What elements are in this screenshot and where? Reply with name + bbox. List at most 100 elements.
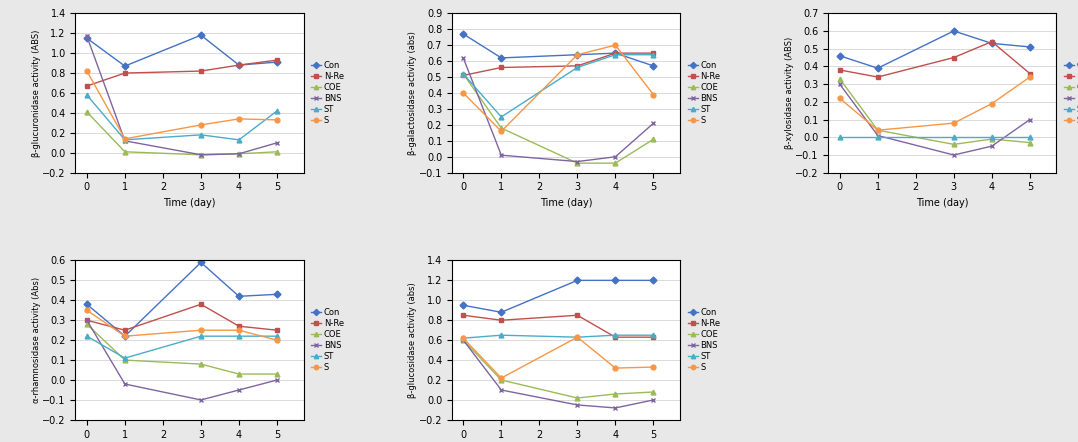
COE: [81, 109, 94, 114]
N-Re: [194, 301, 207, 307]
S: [571, 52, 584, 57]
N-Re: [81, 318, 94, 323]
ST: [609, 332, 622, 338]
BNS: [119, 138, 132, 144]
S: [833, 95, 846, 101]
COE: [871, 128, 884, 133]
BNS: [495, 152, 508, 158]
ST: [495, 114, 508, 120]
N-Re: [81, 84, 94, 89]
COE: [457, 338, 470, 343]
S: [871, 128, 884, 133]
S: [647, 364, 660, 370]
N-Re: [194, 69, 207, 74]
Line: BNS: BNS: [84, 34, 279, 157]
Y-axis label: β-galactosidase activity (abs): β-galactosidase activity (abs): [409, 31, 417, 155]
Line: N-Re: N-Re: [838, 39, 1033, 80]
BNS: [609, 154, 622, 160]
Line: Con: Con: [838, 29, 1033, 71]
N-Re: [985, 39, 998, 44]
N-Re: [948, 55, 960, 60]
BNS: [271, 140, 284, 145]
S: [647, 92, 660, 97]
BNS: [457, 338, 470, 343]
ST: [233, 137, 246, 142]
BNS: [571, 402, 584, 408]
BNS: [1023, 117, 1036, 122]
S: [1023, 74, 1036, 80]
Y-axis label: β-glucuronidase activity (ABS): β-glucuronidase activity (ABS): [32, 29, 41, 156]
BNS: [233, 151, 246, 156]
N-Re: [1023, 71, 1036, 76]
Line: N-Re: N-Re: [461, 313, 655, 339]
Con: [833, 53, 846, 58]
Con: [647, 278, 660, 283]
N-Re: [233, 324, 246, 329]
Line: COE: COE: [84, 322, 279, 377]
COE: [457, 71, 470, 76]
BNS: [194, 152, 207, 157]
N-Re: [271, 328, 284, 333]
Line: ST: ST: [461, 333, 655, 341]
S: [119, 334, 132, 339]
BNS: [233, 387, 246, 392]
S: [271, 117, 284, 122]
ST: [233, 334, 246, 339]
S: [81, 69, 94, 74]
ST: [457, 71, 470, 76]
Con: [871, 65, 884, 71]
BNS: [194, 397, 207, 403]
ST: [985, 135, 998, 140]
S: [948, 121, 960, 126]
N-Re: [871, 74, 884, 80]
N-Re: [833, 67, 846, 72]
Con: [495, 309, 508, 315]
X-axis label: Time (day): Time (day): [916, 198, 969, 208]
N-Re: [495, 318, 508, 323]
N-Re: [647, 335, 660, 340]
Line: Con: Con: [84, 33, 279, 69]
Line: BNS: BNS: [838, 82, 1033, 157]
Line: BNS: BNS: [461, 56, 655, 164]
ST: [647, 52, 660, 57]
X-axis label: Time (day): Time (day): [163, 198, 216, 208]
BNS: [985, 144, 998, 149]
ST: [119, 355, 132, 361]
Line: ST: ST: [84, 334, 279, 361]
BNS: [948, 152, 960, 158]
Line: ST: ST: [461, 52, 655, 119]
N-Re: [233, 62, 246, 68]
Legend: Con, N-Re, COE, BNS, ST, S: Con, N-Re, COE, BNS, ST, S: [685, 305, 723, 376]
Line: Con: Con: [461, 278, 655, 315]
COE: [119, 358, 132, 363]
COE: [571, 395, 584, 400]
ST: [81, 334, 94, 339]
Con: [119, 64, 132, 69]
S: [194, 328, 207, 333]
S: [609, 42, 622, 48]
ST: [871, 135, 884, 140]
COE: [194, 152, 207, 157]
N-Re: [271, 57, 284, 63]
COE: [495, 126, 508, 131]
BNS: [119, 381, 132, 387]
Y-axis label: β-glucosidase activity (abs): β-glucosidase activity (abs): [409, 282, 417, 398]
COE: [609, 160, 622, 166]
BNS: [495, 387, 508, 392]
COE: [495, 377, 508, 383]
N-Re: [457, 73, 470, 78]
N-Re: [571, 312, 584, 318]
COE: [833, 76, 846, 81]
Con: [948, 28, 960, 34]
N-Re: [609, 50, 622, 56]
COE: [571, 160, 584, 166]
COE: [609, 391, 622, 396]
ST: [194, 334, 207, 339]
Y-axis label: α-rhamnosidase activity (Abs): α-rhamnosidase activity (Abs): [32, 277, 41, 403]
ST: [81, 92, 94, 98]
N-Re: [457, 312, 470, 318]
Con: [495, 55, 508, 61]
Line: S: S: [84, 69, 279, 141]
COE: [233, 371, 246, 377]
Line: S: S: [461, 43, 655, 133]
